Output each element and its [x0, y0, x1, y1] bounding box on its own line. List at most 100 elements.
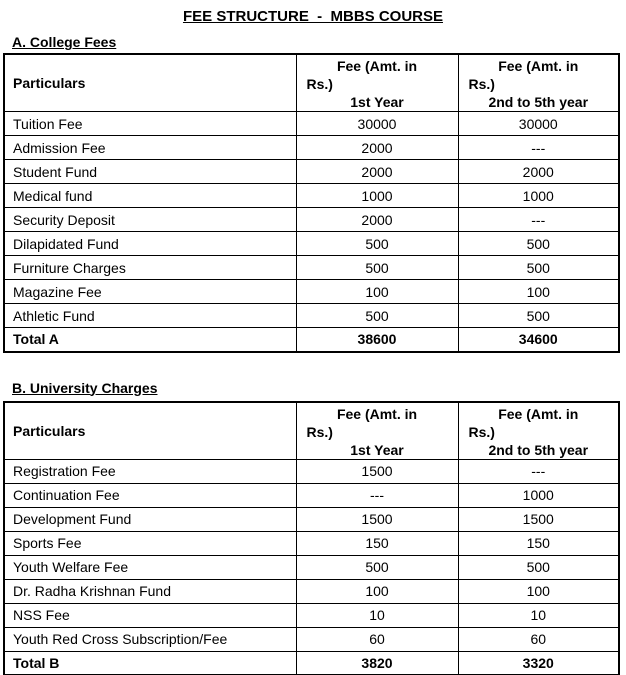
table-row: Continuation Fee --- 1000 [3, 482, 620, 508]
fee-header-line1: Fee (Amt. in [498, 405, 579, 422]
year1-fee-cell: 2000 [295, 135, 459, 160]
year2to5-fee-cell: 500 [457, 255, 620, 280]
fee-year1-header: Fee (Amt. in Rs.) 1st Year [295, 401, 459, 460]
particulars-cell: Registration Fee [3, 458, 297, 484]
particulars-cell: Medical fund [3, 183, 297, 208]
table-header-row: Particulars Fee (Amt. in Rs.) 1st Year F… [3, 53, 620, 112]
fee-year2to5-header: Fee (Amt. in Rs.) 2nd to 5th year [457, 401, 620, 460]
total-year2to5-cell: 34600 [457, 327, 620, 352]
total-label-cell: Total A [3, 327, 297, 352]
year1-fee-cell: 100 [295, 279, 459, 304]
page-title: FEE STRUCTURE - MBBS COURSE [182, 8, 443, 25]
year2to5-label: 2nd to 5th year [488, 94, 589, 110]
year2to5-label: 2nd to 5th year [488, 441, 589, 458]
year2to5-fee-cell: --- [457, 207, 620, 232]
total-year1-cell: 38600 [295, 327, 459, 352]
fee-header-line1: Fee (Amt. in [336, 58, 418, 74]
year1-fee-cell: 500 [295, 255, 459, 280]
year2to5-fee-cell: 500 [457, 303, 620, 328]
year1-fee-cell: 1500 [295, 506, 459, 532]
table-row: Medical fund 1000 1000 [3, 183, 620, 208]
year1-fee-cell: 500 [295, 303, 459, 328]
particulars-cell: Youth Red Cross Subscription/Fee [3, 626, 297, 652]
year1-fee-cell: 60 [295, 626, 459, 652]
table-row: Sports Fee 150 150 [3, 530, 620, 556]
table-row: Athletic Fund 500 500 [3, 303, 620, 328]
year2to5-fee-cell: 500 [457, 231, 620, 256]
table-row: Security Deposit 2000 --- [3, 207, 620, 232]
year2to5-fee-cell: 30000 [457, 111, 620, 136]
table-row: Furniture Charges 500 500 [3, 255, 620, 280]
year2to5-fee-cell: --- [457, 458, 620, 484]
total-year1-cell: 3820 [295, 650, 459, 675]
table-row: Magazine Fee 100 100 [3, 279, 620, 304]
table-row: Dr. Radha Krishnan Fund 100 100 [3, 578, 620, 604]
particulars-cell: Tuition Fee [3, 111, 297, 136]
particulars-cell: Continuation Fee [3, 482, 297, 508]
year1-fee-cell: 1500 [295, 458, 459, 484]
table-row: Youth Welfare Fee 500 500 [3, 554, 620, 580]
year2to5-fee-cell: 150 [457, 530, 620, 556]
table-header-row: Particulars Fee (Amt. in Rs.) 1st Year F… [3, 401, 620, 460]
year2to5-fee-cell: 2000 [457, 159, 620, 184]
year1-fee-cell: 500 [295, 231, 459, 256]
section-a-heading: A. College Fees [12, 34, 117, 50]
particulars-cell: Furniture Charges [3, 255, 297, 280]
year2to5-fee-cell: 500 [457, 554, 620, 580]
table-row: Admission Fee 2000 --- [3, 135, 620, 160]
particulars-cell: Sports Fee [3, 530, 297, 556]
table-row: NSS Fee 10 10 [3, 602, 620, 628]
fee-header-line2: Rs.) [306, 76, 333, 92]
fee-year1-header: Fee (Amt. in Rs.) 1st Year [295, 53, 459, 112]
year1-fee-cell: 100 [295, 578, 459, 604]
college-fees-table: Particulars Fee (Amt. in Rs.) 1st Year F… [3, 53, 620, 353]
year1-label: 1st Year [350, 441, 404, 458]
fee-year2to5-header: Fee (Amt. in Rs.) 2nd to 5th year [457, 53, 620, 112]
year2to5-fee-cell: 100 [457, 279, 620, 304]
fee-header-line1: Fee (Amt. in [498, 58, 579, 74]
year2to5-fee-cell: 1000 [457, 482, 620, 508]
fee-header-line1: Fee (Amt. in [336, 405, 418, 422]
year2to5-fee-cell: 10 [457, 602, 620, 628]
total-label-cell: Total B [3, 650, 297, 675]
total-row: Total B 3820 3320 [3, 650, 620, 675]
particulars-cell: Dr. Radha Krishnan Fund [3, 578, 297, 604]
year1-label: 1st Year [350, 94, 404, 110]
year2to5-fee-cell: --- [457, 135, 620, 160]
particulars-cell: Magazine Fee [3, 279, 297, 304]
university-charges-table: Particulars Fee (Amt. in Rs.) 1st Year F… [3, 400, 620, 675]
total-year2to5-cell: 3320 [457, 650, 620, 675]
particulars-cell: Athletic Fund [3, 303, 297, 328]
total-row: Total A 38600 34600 [3, 327, 620, 352]
table-row: Tuition Fee 30000 30000 [3, 111, 620, 136]
year1-fee-cell: 10 [295, 602, 459, 628]
section-b-heading: B. University Charges [12, 379, 158, 396]
year2to5-fee-cell: 1000 [457, 183, 620, 208]
year1-fee-cell: 150 [295, 530, 459, 556]
particulars-cell: Student Fund [3, 159, 297, 184]
particulars-header: Particulars [3, 401, 297, 460]
particulars-cell: Security Deposit [3, 207, 297, 232]
table-row: Youth Red Cross Subscription/Fee 60 60 [3, 626, 620, 652]
particulars-header: Particulars [3, 53, 297, 112]
year2to5-fee-cell: 1500 [457, 506, 620, 532]
year1-fee-cell: 1000 [295, 183, 459, 208]
particulars-cell: Development Fund [3, 506, 297, 532]
year1-fee-cell: 2000 [295, 159, 459, 184]
year1-fee-cell: 500 [295, 554, 459, 580]
fee-header-line2: Rs.) [306, 423, 333, 440]
particulars-cell: Youth Welfare Fee [3, 554, 297, 580]
particulars-cell: NSS Fee [3, 602, 297, 628]
table-row: Registration Fee 1500 --- [3, 458, 620, 484]
year1-fee-cell: --- [295, 482, 459, 508]
particulars-cell: Admission Fee [3, 135, 297, 160]
table-row: Student Fund 2000 2000 [3, 159, 620, 184]
table-row: Development Fund 1500 1500 [3, 506, 620, 532]
year2to5-fee-cell: 60 [457, 626, 620, 652]
table-row: Dilapidated Fund 500 500 [3, 231, 620, 256]
fee-header-line2: Rs.) [468, 76, 495, 92]
particulars-cell: Dilapidated Fund [3, 231, 297, 256]
fee-header-line2: Rs.) [468, 423, 495, 440]
year1-fee-cell: 2000 [295, 207, 459, 232]
